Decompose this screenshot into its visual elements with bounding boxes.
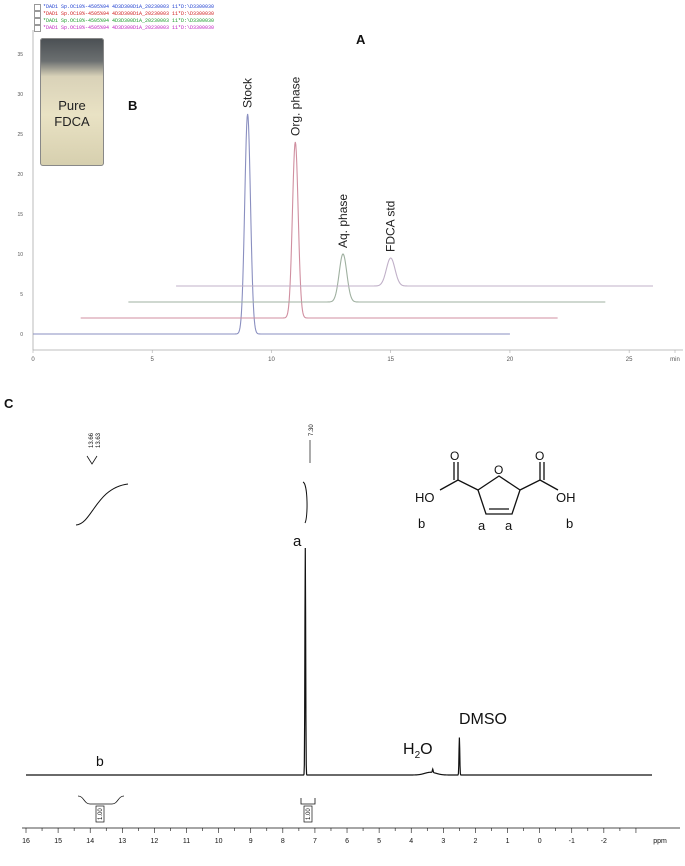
x-tick-label: 2 — [473, 838, 477, 845]
y-tick-label: 30 — [17, 92, 23, 98]
chromatogram-trace — [80, 141, 558, 319]
x-tick-label: 0 — [538, 838, 542, 845]
x-tick-label: 10 — [215, 838, 223, 845]
x-tick-label: 1 — [506, 838, 510, 845]
peak-label: Org. phase — [288, 76, 302, 136]
x-tick-label: 10 — [268, 357, 275, 363]
legend-text: *DAD1 Sp.OC10%-4505%94 4D3D300D1A_202300… — [43, 18, 215, 24]
x-tick-label: 11 — [183, 838, 190, 845]
h2o-h: H — [403, 741, 415, 758]
peak-label-b: b — [96, 753, 104, 769]
x-tick-label: 20 — [507, 357, 514, 363]
peak-pick-label: 7.30 — [309, 424, 315, 436]
h2o-o: O — [420, 741, 432, 758]
x-tick-label: 25 — [626, 357, 633, 363]
peak-label-a: a — [293, 533, 302, 550]
proton-label: b — [566, 516, 573, 531]
x-tick-label: 12 — [151, 838, 159, 845]
fdca-structure — [439, 462, 559, 515]
integral-curve-b — [75, 483, 129, 526]
carbonyl-o-left: O — [450, 449, 459, 463]
chromatogram-trace — [176, 257, 653, 287]
carbonyl-o-right: O — [535, 449, 544, 463]
hydroxyl-right: OH — [556, 490, 576, 505]
legend-text: *DAD1 Sp.OC10%-4505%94 4D3D300D1A_202300… — [43, 11, 215, 17]
nmr-spectrum-trace — [26, 547, 652, 776]
x-tick-label: 4 — [409, 838, 413, 845]
legend-row: *DAD1 Sp.OC10%-4505%94 4D3D300D1A_202300… — [34, 18, 215, 25]
h2o-subscript: 2 — [415, 750, 421, 761]
legend-row: *DAD1 Sp.OC10%-4505%94 4D3D300D1A_202300… — [34, 4, 215, 11]
x-tick-label: 3 — [441, 838, 445, 845]
legend-checkbox-icon — [34, 11, 41, 18]
panel-label-c: C — [4, 396, 14, 411]
proton-label: b — [418, 516, 425, 531]
nmr-chart-panel: C 13.66 13.63 7.30 a b DMSO H2O O O O HO OH b a a b 1.00 1… — [0, 378, 685, 861]
x-tick-label: 15 — [54, 838, 62, 845]
legend-text: *DAD1 Sp.OC10%-4505%94 4D3D300D1A_202300… — [43, 25, 215, 31]
x-tick-label: 15 — [387, 357, 394, 363]
x-tick-label: 14 — [86, 838, 94, 845]
x-tick-label: 9 — [249, 838, 253, 845]
x-tick-label: min — [670, 357, 680, 363]
peak-pick-marker — [86, 455, 98, 465]
chromatogram-trace — [128, 253, 606, 303]
x-tick-label: 16 — [22, 838, 30, 845]
integral-value: 1.00 — [306, 808, 312, 820]
y-tick-label: 35 — [17, 52, 23, 58]
peak-label: FDCA std — [384, 201, 398, 252]
legend-checkbox-icon — [34, 25, 41, 32]
ring-oxygen: O — [494, 463, 503, 477]
integral-bracket-b — [77, 795, 125, 805]
integral-bracket-a — [300, 798, 316, 805]
panel-label-b: B — [128, 98, 137, 113]
proton-label: a — [478, 518, 486, 533]
peak-pick-label: 13.66 — [89, 432, 95, 448]
x-tick-label: 7 — [313, 838, 317, 845]
x-tick-label: -2 — [601, 838, 607, 845]
peak-label: Stock — [241, 77, 255, 108]
x-tick-label: 5 — [151, 357, 155, 363]
x-tick-label: 6 — [345, 838, 349, 845]
x-tick-label: 8 — [281, 838, 285, 845]
integral-box-b — [95, 805, 105, 823]
hplc-chromatogram-chart: 0 5 10 15 20 25 min 0 5 10 15 20 25 30 35 Stock Org. pha… — [17, 30, 683, 363]
fdca-vial-photo: Pure FDCA — [40, 38, 104, 166]
y-tick-label: 15 — [17, 212, 23, 218]
x-tick-label: -1 — [569, 838, 575, 845]
y-tick-label: 10 — [17, 252, 23, 258]
integral-value: 1.00 — [98, 808, 104, 820]
peak-pick-label: 13.63 — [96, 432, 102, 448]
peak-label-h2o: H2O — [403, 741, 433, 761]
peak-label: Aq. phase — [336, 194, 350, 248]
x-tick-label: 0 — [31, 357, 35, 363]
y-tick-label: 0 — [20, 332, 23, 338]
y-tick-label: 5 — [20, 292, 23, 298]
proton-label: a — [505, 518, 513, 533]
furan-ring — [477, 475, 521, 515]
integral-box-a — [303, 805, 313, 823]
photo-label-fdca: FDCA — [54, 114, 90, 129]
panel-label-a: A — [356, 32, 366, 47]
photo-label-pure: Pure — [58, 98, 86, 113]
hydroxyl-left: HO — [415, 490, 435, 505]
peak-label-dmso: DMSO — [459, 711, 507, 728]
legend-checkbox-icon — [34, 18, 41, 25]
left-carboxyl-bond — [439, 479, 479, 491]
chromatogram-trace — [33, 113, 510, 335]
x-tick-label: 13 — [118, 838, 126, 845]
right-carboxyl-bond — [519, 479, 559, 491]
legend-row: *DAD1 Sp.OC10%-4505%94 4D3D300D1A_202300… — [34, 11, 215, 18]
integral-curve-a — [302, 481, 308, 524]
hplc-chart-panel: 0 5 10 15 20 25 min 0 5 10 15 20 25 30 35 Stock Org. pha… — [0, 0, 685, 375]
y-tick-label: 25 — [17, 132, 23, 138]
x-tick-label: ppm — [653, 838, 667, 845]
legend-text: *DAD1 Sp.OC10%-4505%94 4D3D300D1A_202300… — [43, 4, 215, 10]
x-tick-label: 5 — [377, 838, 381, 845]
legend-checkbox-icon — [34, 4, 41, 11]
legend-row: *DAD1 Sp.OC10%-4505%94 4D3D300D1A_202300… — [34, 25, 215, 32]
y-tick-label: 20 — [17, 172, 23, 178]
